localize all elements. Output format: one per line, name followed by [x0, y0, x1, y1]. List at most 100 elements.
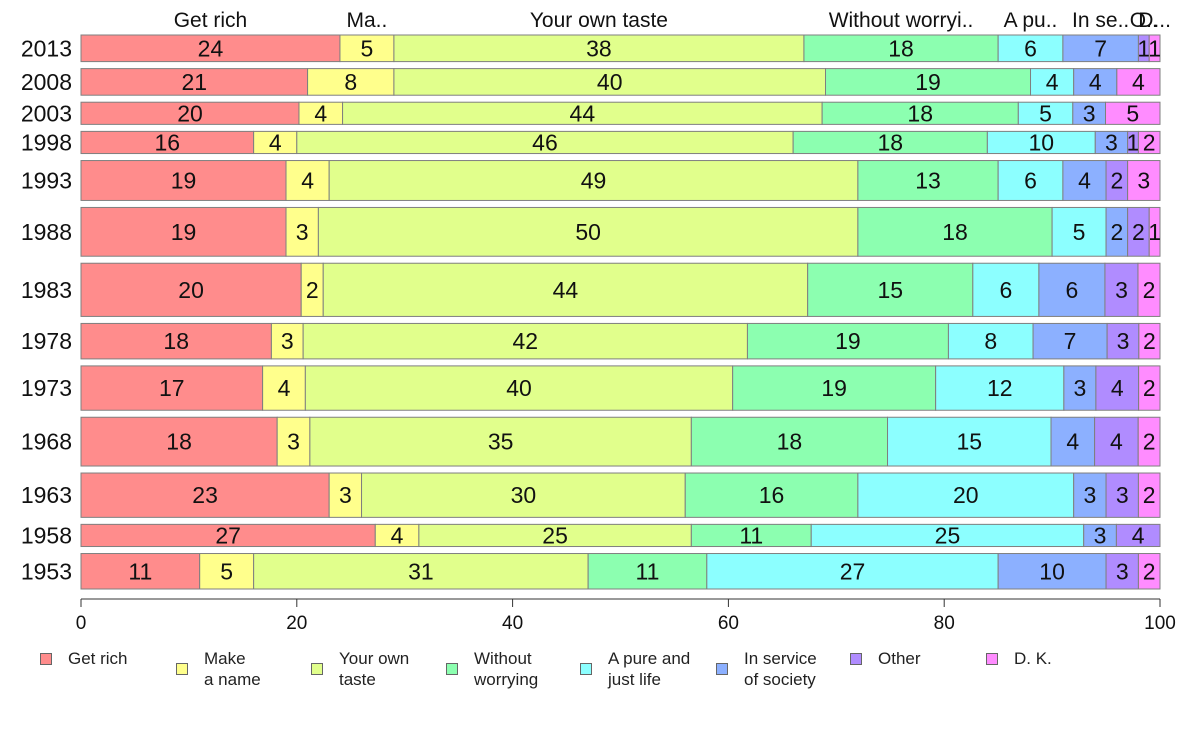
segment-label-1963-2: 3 [339, 482, 352, 508]
legend: Get rich Make a name Your own taste Without… [0, 648, 1188, 698]
y-tick-label-2008: 2008 [21, 69, 72, 95]
bar-segment-1983-1 [80, 262, 302, 317]
bar-segment-1968-7 [1094, 416, 1139, 467]
segment-label-1998-6: 3 [1105, 129, 1118, 155]
legend-swatch-8 [986, 652, 998, 665]
segment-label-1958-3: 25 [542, 522, 568, 548]
segment-label-2008-2: 8 [344, 69, 357, 95]
segment-label-1978-7: 3 [1117, 328, 1130, 354]
bar-segment-1978-2 [270, 322, 304, 360]
segment-label-1968-5: 15 [956, 429, 982, 455]
segment-label-1978-4: 19 [835, 328, 861, 354]
bar-segment-1988-3 [317, 206, 859, 257]
bar-segment-1963-4 [684, 472, 859, 518]
segment-label-2003-6: 3 [1083, 100, 1096, 126]
segment-label-2013-7: 1 [1137, 35, 1150, 61]
segment-label-2013-4: 18 [888, 35, 914, 61]
segment-label-1968-3: 35 [488, 429, 514, 455]
legend-item-4: Without worrying [446, 648, 538, 690]
segment-label-1953-2: 5 [220, 558, 233, 584]
segment-label-1993-6: 4 [1078, 168, 1091, 194]
segment-label-1973-3: 40 [506, 375, 532, 401]
y-tick-label-1978: 1978 [21, 328, 72, 354]
segment-label-1973-7: 4 [1111, 375, 1124, 401]
bar-segment-2008-5 [1030, 68, 1075, 96]
legend-item-7: Other [850, 648, 921, 669]
segment-label-1953-7: 3 [1116, 558, 1129, 584]
column-header-2: Ma.. [347, 9, 388, 32]
segment-label-1978-1: 18 [163, 328, 189, 354]
segment-label-1988-4: 18 [942, 219, 968, 245]
segment-label-1983-6: 6 [1066, 277, 1079, 303]
bar-segment-1968-2 [276, 416, 311, 467]
segment-label-1993-4: 13 [915, 168, 941, 194]
legend-label-5: A pure and just life [608, 649, 691, 689]
bar-segment-2008-3 [393, 68, 827, 96]
legend-item-5: A pure and just life [580, 648, 690, 690]
segment-label-1998-3: 46 [532, 129, 558, 155]
bar-segment-1988-5 [1051, 206, 1107, 257]
segment-label-1993-5: 6 [1024, 168, 1037, 194]
bar-segment-1968-6 [1050, 416, 1096, 467]
segment-label-2013-1: 24 [198, 35, 224, 61]
legend-swatch-1 [40, 652, 52, 665]
segment-label-1973-4: 19 [821, 375, 847, 401]
segment-label-1953-4: 11 [636, 558, 660, 584]
bar-segment-1983-4 [807, 262, 974, 317]
column-header-4: Without worryi.. [829, 9, 974, 32]
segment-label-1983-3: 44 [553, 277, 579, 303]
bar-segment-1953-4 [587, 553, 708, 590]
legend-label-6: In service of society [744, 649, 817, 689]
bar-segment-1983-6 [1038, 262, 1106, 317]
segment-label-1973-8: 2 [1143, 375, 1156, 401]
bar-segment-1978-8 [1138, 322, 1161, 360]
segment-label-2008-8: 4 [1132, 69, 1145, 95]
segment-label-1953-5: 27 [840, 558, 866, 584]
segment-label-2003-8: 5 [1126, 100, 1139, 126]
x-tick-label-0: 0 [76, 613, 87, 634]
segment-label-1968-6: 4 [1066, 429, 1079, 455]
segment-label-2013-6: 7 [1094, 35, 1107, 61]
bar-segment-1983-3 [322, 262, 809, 317]
segment-label-1978-3: 42 [512, 328, 538, 354]
segment-label-1998-8: 2 [1143, 129, 1156, 155]
bar-segment-1973-3 [304, 365, 734, 411]
bar-segment-1973-1 [80, 365, 264, 411]
bar-segment-1983-8 [1137, 262, 1161, 317]
bar-segment-1973-8 [1138, 365, 1161, 411]
bar-segment-1963-3 [361, 472, 686, 518]
segment-label-1988-1: 19 [171, 219, 197, 245]
segment-label-1998-5: 10 [1029, 129, 1055, 155]
segment-label-1998-1: 16 [155, 129, 181, 155]
segment-label-1988-3: 50 [575, 219, 601, 245]
legend-item-8: D. K. [986, 648, 1052, 669]
y-tick-label-1953: 1953 [21, 558, 72, 584]
bar-segment-1993-8 [1127, 160, 1161, 201]
bar-segment-1978-4 [746, 322, 949, 360]
legend-label-4: Without worrying [474, 649, 539, 689]
segment-label-1968-1: 18 [166, 429, 192, 455]
y-tick-label-1998: 1998 [21, 129, 72, 155]
segment-label-1988-2: 3 [296, 219, 309, 245]
bar-segment-2008-8 [1116, 68, 1161, 96]
bar-segment-1953-8 [1137, 553, 1161, 590]
segment-label-1973-6: 3 [1073, 375, 1086, 401]
bar-segment-1988-1 [80, 206, 287, 257]
legend-label-1: Get rich [68, 649, 128, 668]
bar-segment-2013-5 [997, 34, 1064, 63]
segment-label-1998-2: 4 [269, 129, 282, 155]
segment-label-1963-5: 20 [953, 482, 979, 508]
column-header-3: Your own taste [530, 9, 668, 32]
segment-label-1993-3: 49 [581, 168, 607, 194]
segment-label-1953-1: 11 [128, 558, 152, 584]
bar-segment-2013-6 [1062, 34, 1139, 63]
segment-label-1978-8: 2 [1143, 328, 1156, 354]
segment-label-1958-5: 25 [935, 522, 961, 548]
bar-segment-1963-5 [857, 472, 1075, 518]
bar-segment-1968-8 [1137, 416, 1161, 467]
bar-segment-2013-1 [80, 34, 341, 63]
segment-label-1958-7: 4 [1132, 522, 1145, 548]
bar-segment-1993-5 [997, 160, 1064, 201]
y-tick-label-1973: 1973 [21, 375, 72, 401]
